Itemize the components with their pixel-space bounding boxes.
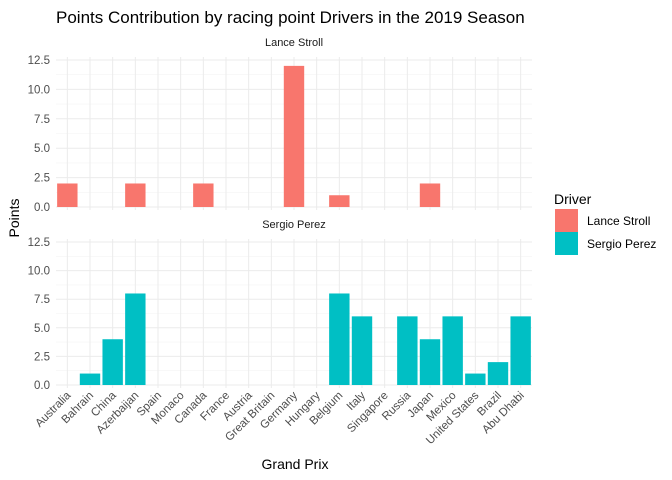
bar — [329, 293, 350, 385]
y-tick-label: 7.5 — [34, 114, 50, 126]
legend: Driver Lance Stroll Sergio Perez — [554, 191, 656, 255]
bar — [125, 293, 146, 385]
bar — [419, 183, 441, 207]
facet-panel: Sergio Perez 0.0 2.5 5.0 7.5 10.0 12.5 — [28, 219, 532, 392]
legend-key — [555, 232, 578, 255]
y-tick-label: 10.0 — [28, 266, 50, 278]
y-tick-label: 10.0 — [28, 84, 50, 96]
y-tick-label: 5.0 — [34, 143, 50, 155]
legend-title: Driver — [554, 191, 592, 207]
bar — [57, 183, 78, 207]
y-tick-label: 12.5 — [28, 237, 50, 249]
bar — [465, 373, 486, 385]
bar — [442, 316, 463, 385]
bar — [510, 316, 531, 385]
chart-title: Points Contribution by racing point Driv… — [56, 8, 525, 27]
legend-label: Sergio Perez — [587, 237, 656, 251]
y-tick-label: 0.0 — [34, 202, 50, 214]
bar — [329, 195, 350, 207]
y-tick-label: 2.5 — [34, 351, 50, 363]
bar — [487, 362, 509, 385]
legend-label: Lance Stroll — [587, 214, 650, 228]
y-tick-label: 2.5 — [34, 173, 50, 185]
bar — [102, 339, 123, 385]
y-axis-title: Points — [6, 199, 22, 238]
bar — [125, 183, 146, 207]
bar — [351, 316, 373, 385]
facet-panel: Lance Stroll 0.0 2.5 5.0 7.5 10.0 12.5 — [28, 37, 532, 214]
y-tick-label: 5.0 — [34, 323, 50, 335]
bar — [283, 65, 305, 207]
y-tick-label: 12.5 — [28, 55, 50, 67]
y-tick-label: 0.0 — [34, 380, 50, 392]
x-axis-ticks: AustraliaBahrainChinaAzerbaijanSpainMona… — [33, 389, 526, 447]
bar — [193, 183, 214, 207]
bar — [397, 316, 418, 385]
bar — [419, 339, 441, 385]
legend-key — [555, 209, 578, 232]
y-tick-label: 7.5 — [34, 294, 50, 306]
bar — [79, 373, 101, 385]
facet-strip-label: Lance Stroll — [265, 37, 323, 49]
facet-strip-label: Sergio Perez — [262, 219, 326, 231]
x-axis-title: Grand Prix — [262, 456, 329, 472]
